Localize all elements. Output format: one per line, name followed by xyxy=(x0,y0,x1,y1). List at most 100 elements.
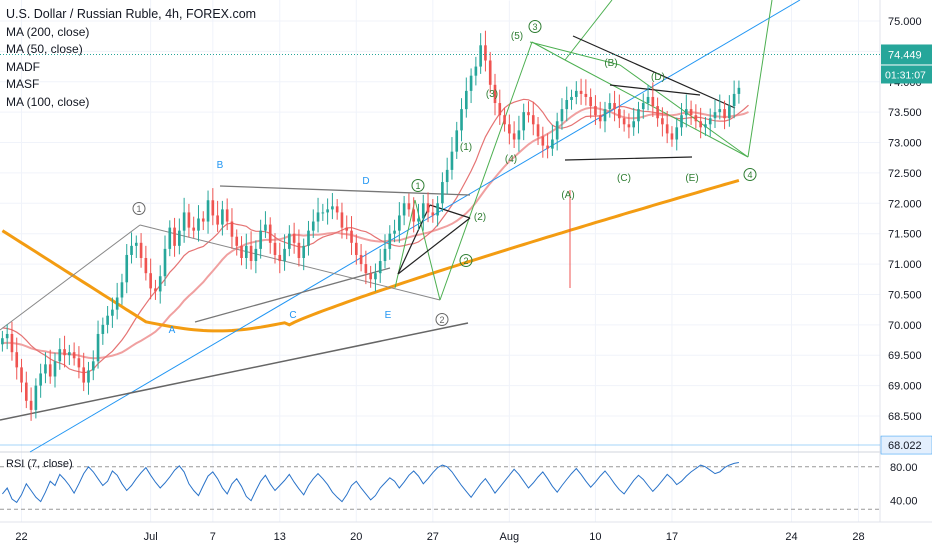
legend-madf[interactable]: MADF xyxy=(6,59,40,74)
candle-body xyxy=(20,367,23,383)
candle-body xyxy=(168,227,172,249)
grey-support-line xyxy=(0,322,469,421)
candle-body xyxy=(288,233,291,249)
candle-body xyxy=(268,224,272,243)
candle-body xyxy=(278,254,282,262)
label-circ-1-grey-ring xyxy=(132,202,146,215)
label-circ-2-ring xyxy=(459,254,473,267)
candle-body xyxy=(259,230,262,249)
candle-body xyxy=(283,248,286,262)
candle-body xyxy=(680,115,683,128)
candle-body xyxy=(187,212,191,228)
candle-body xyxy=(431,212,435,216)
chart-legend: U.S. Dollar / Russian Ruble, 4h, FOREX.c… xyxy=(6,6,256,111)
label-circ-1: 1 xyxy=(415,181,420,191)
triangle-line xyxy=(564,156,693,161)
candle-body xyxy=(699,121,702,128)
green-wave-line xyxy=(531,41,566,61)
candle-body xyxy=(622,118,626,125)
blue-trendline xyxy=(29,0,801,453)
legend-masf[interactable]: MASF xyxy=(6,77,40,91)
candle-body xyxy=(321,212,325,214)
candle-body xyxy=(441,182,444,204)
label-circ-4: 4 xyxy=(747,170,752,180)
candle-body xyxy=(531,115,535,125)
grey-wave-line xyxy=(0,224,141,331)
candle-body xyxy=(450,151,454,170)
rsi-tick-label: 80.00 xyxy=(890,462,918,474)
candle-body xyxy=(149,273,152,289)
candle-body xyxy=(340,212,344,228)
candle-body xyxy=(732,93,736,107)
candle-body xyxy=(704,124,707,128)
label-c: C xyxy=(289,310,296,321)
legend-ma50[interactable]: MA (50, close) xyxy=(6,42,83,56)
candle-body xyxy=(646,96,650,104)
candle-body xyxy=(72,352,76,359)
candle-body xyxy=(488,60,492,85)
time-tick-label: 24 xyxy=(785,531,797,543)
label-p2: (2) xyxy=(474,212,486,223)
price-tick-label: 69.500 xyxy=(888,350,922,362)
candle-body xyxy=(637,109,640,122)
ma200-line xyxy=(1,178,740,333)
triangle-lower xyxy=(194,267,391,323)
candle-body xyxy=(713,112,717,119)
candle-body xyxy=(694,115,698,122)
candle-body xyxy=(244,245,248,258)
green-wave-line xyxy=(529,41,621,66)
green-wave-line xyxy=(564,0,613,61)
candle-body xyxy=(574,90,578,97)
ma100-line xyxy=(2,106,749,360)
time-tick-label: 22 xyxy=(15,531,27,543)
symbol-title: U.S. Dollar / Russian Ruble, 4h, FOREX.c… xyxy=(6,7,257,21)
candle-body xyxy=(345,227,349,231)
candle-body xyxy=(383,248,387,262)
candle-body xyxy=(474,66,478,76)
candle-body xyxy=(670,133,674,140)
candle-body xyxy=(641,103,645,110)
candle-body xyxy=(675,127,679,140)
candle-body xyxy=(469,75,473,91)
candle-body xyxy=(211,200,215,216)
candle-body xyxy=(388,233,392,249)
candle-body xyxy=(221,209,224,225)
candle-body xyxy=(115,297,119,310)
price-tick-label: 70.500 xyxy=(888,289,922,301)
candle-body xyxy=(503,115,506,125)
candle-body xyxy=(421,203,425,219)
candle-body xyxy=(656,106,659,119)
last-price-badge xyxy=(881,44,932,65)
label-circ-2-grey: 2 xyxy=(439,315,444,325)
candle-body xyxy=(125,254,129,283)
candle-body xyxy=(48,364,52,377)
label-d: D xyxy=(362,176,369,187)
candle-body xyxy=(359,254,363,265)
candle-body xyxy=(197,218,200,231)
time-tick-label: 7 xyxy=(210,531,216,543)
candle-body xyxy=(230,221,234,237)
price-tick-label: 72.500 xyxy=(888,168,922,180)
candle-body xyxy=(101,324,105,334)
candle-body xyxy=(120,282,124,298)
time-tick-label: 27 xyxy=(427,531,439,543)
rsi-legend[interactable]: RSI (7, close) xyxy=(6,458,73,470)
candle-body xyxy=(527,112,530,116)
candlestick-series xyxy=(1,30,741,421)
candle-body xyxy=(201,218,205,222)
legend-ma100[interactable]: MA (100, close) xyxy=(6,94,90,109)
legend-ma200[interactable]: MA (200, close) xyxy=(6,24,90,39)
candle-body xyxy=(240,245,243,258)
candle-body xyxy=(44,364,47,374)
candle-body xyxy=(178,230,181,246)
triangle-line xyxy=(397,204,431,275)
triangle-line xyxy=(572,35,736,109)
green-wave-line xyxy=(439,41,533,301)
candle-body xyxy=(82,367,86,383)
candle-body xyxy=(402,203,406,216)
candle-body xyxy=(34,385,38,410)
candle-body xyxy=(206,200,210,222)
rsi-line xyxy=(2,462,739,504)
label-circ-4-ring xyxy=(743,168,757,181)
